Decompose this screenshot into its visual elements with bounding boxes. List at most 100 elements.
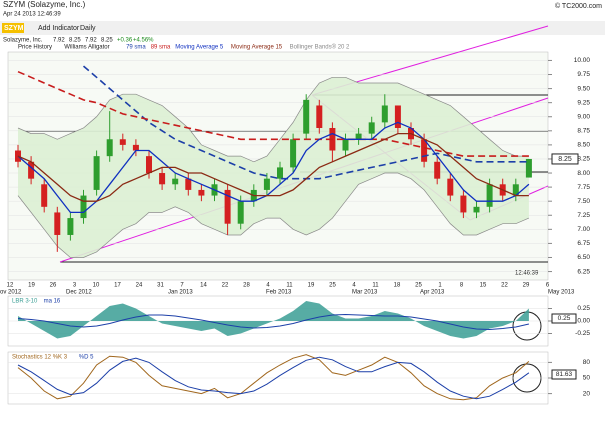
band-upper [17, 76, 529, 163]
candle-body [355, 133, 362, 140]
legend-entry: 79 sma [126, 45, 146, 51]
y-tick-label: 8.00 [577, 170, 590, 177]
candle-body [237, 201, 244, 224]
x-month-label: ov 2012 [0, 290, 22, 296]
candle-body [146, 156, 152, 174]
y-tick-label: 6.50 [577, 254, 590, 261]
x-tick-label: 6 [546, 283, 550, 289]
candle-body [368, 122, 375, 134]
panel-legend: %D 5 [79, 355, 94, 361]
candle-body [106, 139, 113, 157]
y-tick-label: 6.75 [577, 240, 590, 247]
quote-row: Solazyme, Inc. 7.92 8.25 7.92 8.25 +0.36 +4.56… [3, 38, 154, 44]
candle-body [119, 139, 126, 145]
candle-body [185, 178, 192, 190]
stoch-line [17, 356, 530, 400]
ma-line [17, 121, 530, 214]
x-tick-label: 28 [243, 283, 250, 289]
candle-body [473, 206, 480, 213]
y-tick-label: 7.00 [577, 226, 590, 233]
x-month-label: Jan 2013 [168, 290, 193, 296]
add-indicator-button[interactable]: Add Indicator [38, 25, 80, 32]
y-tick-label: 8.25 [577, 156, 590, 163]
x-tick-label: 29 [523, 283, 530, 289]
candle-body [447, 178, 454, 196]
candle-body [132, 144, 139, 151]
quote-field: 8.25 [101, 38, 113, 44]
x-tick-label: 15 [480, 283, 487, 289]
legend-entry: Moving Average 15 [231, 45, 283, 51]
x-month-label: Mar 2013 [352, 290, 378, 296]
x-tick-label: 11 [286, 283, 293, 289]
y-tick-label: 0.00 [577, 318, 590, 325]
quote-field: Solazyme, Inc. [3, 38, 43, 44]
x-tick-label: 10 [93, 283, 100, 289]
readout-box [551, 369, 577, 380]
candle-body [54, 212, 61, 235]
x-tick-label: 7 [180, 283, 184, 289]
window-title: SZYM (Solazyme, Inc.) [3, 0, 86, 9]
candle-body [525, 158, 532, 178]
readout-box [551, 313, 577, 324]
copyright: © TC2000.com [555, 2, 602, 10]
x-tick-label: 19 [28, 283, 35, 289]
candle-body [394, 105, 401, 128]
candle-body [512, 184, 519, 196]
candle-body [303, 99, 310, 134]
x-month-label: May 2013 [548, 290, 575, 296]
candle-body [67, 218, 74, 235]
y-tick-label: 9.25 [577, 99, 590, 106]
x-tick-label: 8 [460, 283, 464, 289]
x-tick-label: 31 [157, 283, 164, 289]
candle-body [460, 195, 467, 213]
candle-body [93, 156, 100, 190]
quote-field: 7.92 [85, 38, 97, 44]
x-tick-label: 18 [394, 283, 401, 289]
y-tick-label: 9.75 [577, 71, 590, 78]
x-tick-label: 1 [438, 283, 442, 289]
candle-body [381, 105, 388, 123]
y-tick-label: -0.25 [575, 330, 590, 337]
panel-legend: ma 16 [44, 299, 61, 305]
x-tick-label: 24 [136, 283, 143, 289]
x-month-label: Feb 2013 [266, 290, 292, 296]
candle-body [224, 189, 231, 224]
x-tick-label: 14 [200, 283, 207, 289]
panel-readout: 81.63 [556, 371, 573, 378]
y-tick-label: 50 [583, 375, 591, 382]
signal-line [17, 313, 530, 331]
candle-body [159, 173, 166, 185]
period-dropdown[interactable]: Daily [80, 25, 96, 32]
timestamp: Apr 24 2013 12:46:39 [3, 12, 61, 18]
band-fill [18, 77, 529, 258]
legend-entry: Moving Average 5 [175, 45, 224, 51]
quote-field: +0.36 [117, 38, 133, 44]
band-lower [17, 172, 530, 258]
y-tick-label: 7.50 [577, 198, 590, 205]
x-tick-label: 3 [73, 283, 77, 289]
x-month-label: Apr 2013 [420, 290, 445, 296]
y-tick-label: 9.00 [577, 113, 590, 120]
candle-body [434, 161, 441, 179]
panel-readout: 0.25 [558, 315, 571, 322]
candle-body [290, 139, 297, 168]
x-tick-label: 26 [50, 283, 57, 289]
candle-body [198, 189, 205, 196]
candle-body [172, 178, 179, 185]
legend-entry: 89 sma [151, 45, 171, 51]
symbol[interactable]: SZYM [4, 25, 24, 32]
y-tick-label: 8.75 [577, 128, 590, 135]
symbol-box[interactable] [2, 23, 24, 33]
legend-entry: Williams Alligator [64, 45, 109, 51]
histogram-area [18, 301, 529, 339]
quote-field: +4.56% [133, 38, 154, 44]
x-tick-label: 22 [501, 283, 508, 289]
y-tick-label: 6.25 [577, 268, 590, 275]
candle-body [80, 195, 87, 219]
candle-body [28, 161, 35, 179]
candle-body [342, 139, 349, 151]
candle-body [486, 184, 493, 207]
y-tick-label: 8.50 [577, 142, 590, 149]
toolbar [0, 21, 605, 35]
